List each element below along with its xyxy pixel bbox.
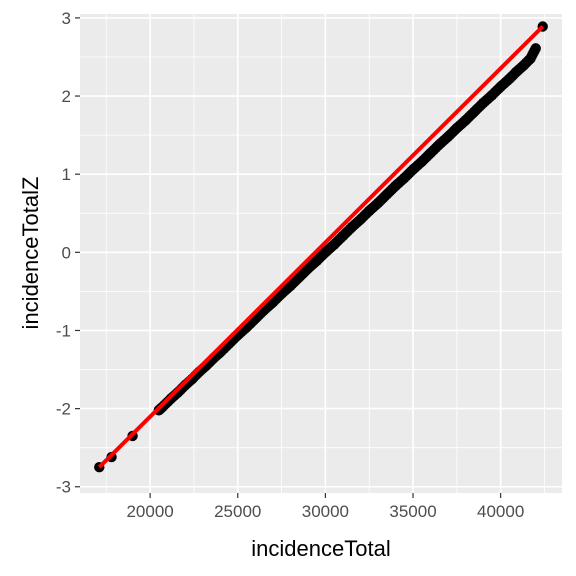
data-point — [346, 222, 357, 233]
data-point — [525, 53, 536, 64]
data-point — [486, 90, 498, 101]
x-axis: 20000 25000 30000 35000 40000 — [126, 493, 524, 521]
data-point — [518, 60, 529, 71]
x-axis-title: incidenceTotal — [251, 536, 390, 561]
data-point — [469, 106, 480, 117]
x-tick-label: 30000 — [302, 502, 349, 521]
data-point — [442, 131, 454, 142]
data-point — [390, 180, 401, 192]
data-point — [530, 43, 541, 54]
data-point — [302, 263, 314, 274]
minor-gridlines — [80, 14, 562, 493]
data-point — [425, 147, 436, 159]
data-point — [434, 139, 445, 150]
data-point — [381, 189, 392, 200]
x-tick-label: 40000 — [477, 502, 524, 521]
data-point — [293, 272, 305, 283]
data-point — [328, 239, 340, 250]
data-point — [511, 66, 522, 78]
data-point — [311, 255, 322, 267]
x-tick-label: 25000 — [214, 502, 261, 521]
data-point — [407, 164, 419, 175]
y-tick-label: 2 — [62, 87, 71, 106]
data-point — [477, 97, 489, 109]
x-tick-label: 20000 — [126, 502, 173, 521]
data-point — [451, 122, 463, 134]
data-point — [285, 280, 296, 292]
data-point — [337, 230, 349, 242]
y-tick-label: -2 — [56, 400, 71, 419]
data-point — [399, 172, 410, 184]
data-point — [372, 197, 384, 209]
x-tick-label: 35000 — [389, 502, 436, 521]
data-point — [364, 205, 375, 217]
data-point — [504, 73, 515, 85]
y-tick-label: 0 — [62, 243, 71, 262]
data-point — [416, 156, 427, 167]
data-point — [320, 247, 331, 258]
y-axis-title: incidenceTotalZ — [18, 177, 43, 330]
y-tick-label: -3 — [56, 478, 71, 497]
data-point — [495, 81, 506, 92]
y-tick-label: 3 — [62, 9, 71, 28]
y-axis: -3 -2 -1 0 1 2 3 — [56, 9, 80, 497]
y-tick-label: -1 — [56, 321, 71, 340]
data-point — [460, 115, 471, 126]
major-gridlines — [80, 14, 562, 493]
y-tick-label: 1 — [62, 165, 71, 184]
data-point — [355, 214, 366, 225]
fit-line — [97, 25, 545, 469]
